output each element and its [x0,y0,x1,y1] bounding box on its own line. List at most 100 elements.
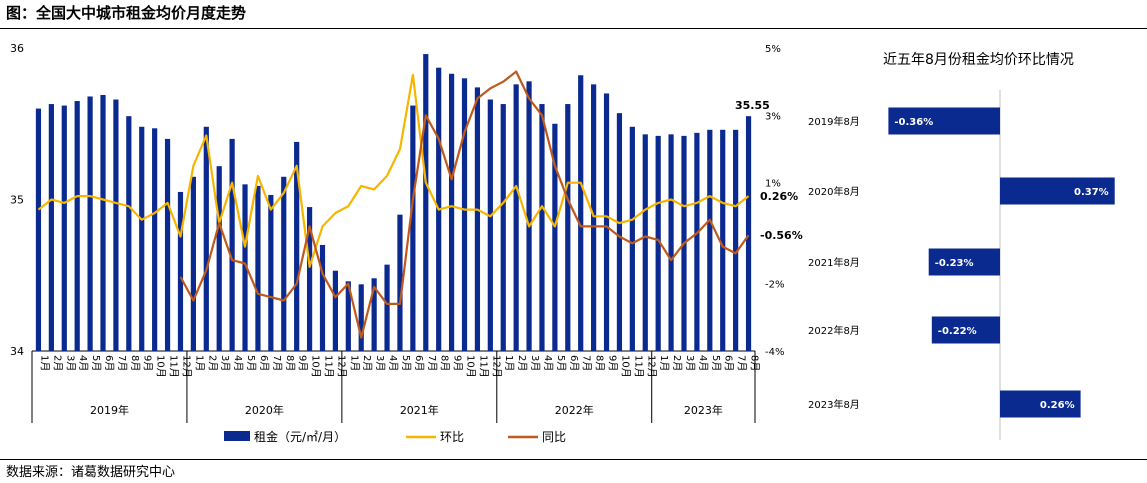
rent-bar [255,185,261,351]
rent-bar [603,93,610,351]
rent-bar [190,176,196,351]
left-axis-tick: 35 [10,194,24,207]
rent-bar [655,135,661,351]
rent-bar [242,184,248,351]
source-note: 数据来源：诸葛数据研究中心 [6,465,176,480]
month-tick-label: 7月 [736,355,748,371]
month-tick-label: 8月 [129,355,141,371]
rent-bar [306,207,313,351]
year-label: 2020年 [245,403,284,417]
rent-bar [35,108,42,351]
rent-bar [268,194,274,351]
panel-category-label: 2022年8月 [808,324,860,337]
month-tick-label: 9月 [452,355,464,371]
panel-category-label: 2019年8月 [808,115,860,128]
month-tick-label: 3月 [684,355,696,371]
right-axis-tick: 1% [765,179,781,190]
panel-category-label: 2021年8月 [808,256,860,269]
rent-bar [513,84,519,352]
legend-yoy-label: 同比 [542,430,566,444]
mom-end-label: 0.26% [760,190,798,203]
rent-bar [733,129,739,351]
year-label: 2023年 [684,403,723,417]
panel-bar-label: -0.36% [894,117,933,128]
rent-bar [281,176,287,351]
rent-bar [87,96,93,351]
right-axis-tick: 5% [765,44,781,55]
rent-bar [448,73,455,351]
panel-bar-label: 0.26% [1040,400,1075,411]
left-axis-tick: 34 [10,345,24,358]
month-tick-label: 2月 [51,355,63,371]
month-tick-label: 7月 [581,355,593,371]
month-tick-label: 1月 [348,355,360,371]
rent-bar [591,84,597,352]
rent-bar [461,78,468,352]
rent-bar [397,214,403,351]
month-tick-label: 5月 [90,355,102,371]
month-tick-label: 6月 [723,355,735,371]
rent-bar [177,191,184,351]
month-tick-label: 2月 [206,355,218,371]
month-tick-label: 6月 [413,355,425,371]
rent-bar [720,129,726,351]
mom-line [37,73,750,268]
month-tick-label: 4月 [387,355,399,371]
month-tick-label: 3月 [374,355,386,371]
month-tick-label: 9月 [297,355,309,371]
rent-bar [629,126,635,351]
figure-title: 图：全国大中城市租金均价月度走势 [6,4,247,22]
panel-bar-label: 0.37% [1074,187,1109,198]
rent-bar [358,284,364,351]
rent-bar [526,81,532,351]
rent-bar [48,104,54,352]
month-tick-label: 8月 [594,355,606,371]
panel-category-label: 2023年8月 [808,398,860,411]
rent-bar [100,94,106,351]
month-tick-label: 2月 [671,355,683,371]
month-tick-label: 11月 [477,355,489,378]
month-tick-label: 10月 [310,355,322,378]
month-tick-label: 11月 [632,355,644,378]
month-tick-label: 4月 [232,355,244,371]
rent-bar [203,126,209,351]
month-tick-label: 1月 [38,355,50,371]
rent-bar [152,128,158,351]
legend-rent-label: 租金（元/㎡/月） [254,429,346,444]
month-tick-label: 5月 [245,355,257,371]
month-tick-label: 11月 [168,355,180,378]
rent-bar [423,54,429,352]
rent-bar [642,134,648,351]
rent-bar [61,105,67,351]
panel-bar [1000,177,1115,205]
legend-bar-swatch [224,431,250,441]
panel-bar [931,316,1000,344]
month-tick-label: 10月 [465,355,477,378]
rent-bar [294,141,300,351]
month-tick-label: 11月 [322,355,334,378]
rent-bar [707,129,713,351]
rent-bar [668,134,674,351]
year-label: 2019年 [90,403,129,417]
month-tick-label: 5月 [400,355,412,371]
rent-bar [74,101,80,352]
rent-bar [126,116,132,351]
yoy-line [179,70,750,339]
panel-bar [1000,390,1081,418]
rent-bar [578,75,584,352]
rent-bar [319,244,326,351]
rent-bar [552,123,558,351]
month-tick-label: 6月 [258,355,270,371]
panel-bar [928,248,1000,276]
rent-bar [216,166,222,351]
month-tick-label: 1月 [503,355,515,371]
bottom-rule [0,459,1147,460]
month-tick-label: 6月 [568,355,580,371]
year-label: 2022年 [555,403,594,417]
right-axis-tick: -4% [765,347,784,358]
rent-bar [164,138,171,351]
month-tick-label: 9月 [142,355,154,371]
rent-bar [332,270,339,351]
rent-bar [539,104,545,352]
